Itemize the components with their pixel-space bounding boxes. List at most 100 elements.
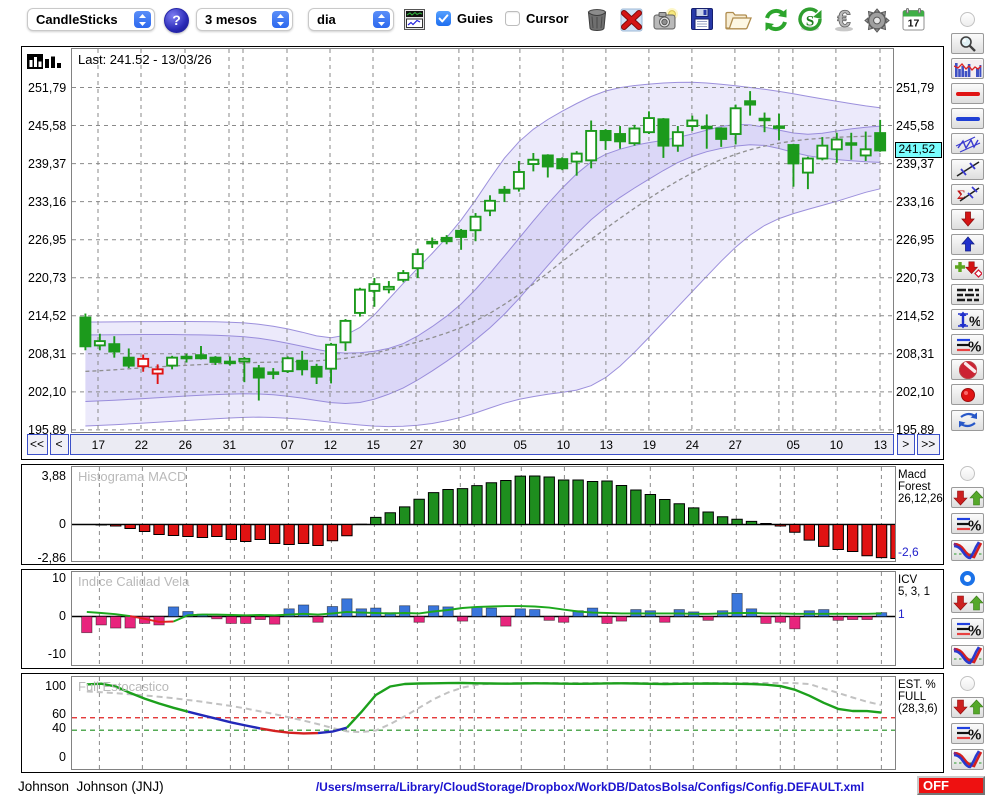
- sigma-line-button[interactable]: Σ: [951, 183, 984, 205]
- svg-text:17: 17: [908, 18, 920, 30]
- volume-profile-button[interactable]: [951, 58, 984, 80]
- price-label-left: 220,73: [28, 270, 67, 285]
- indicator-name-text: ICV: [898, 574, 918, 586]
- icv-plot[interactable]: [71, 571, 896, 666]
- indicator-title: Indice Calidad Vela: [78, 574, 190, 589]
- svg-text:%: %: [968, 338, 981, 354]
- price-label-left: 226,95: [28, 232, 67, 247]
- no-entry-button[interactable]: [951, 359, 984, 381]
- guies-checkbox[interactable]: Guies: [436, 11, 493, 26]
- svg-text:%: %: [969, 313, 980, 329]
- price-label-left: 233,16: [28, 194, 67, 209]
- icv-lines-percent-button[interactable]: %: [951, 618, 984, 640]
- sync-s-icon[interactable]: S: [797, 7, 824, 33]
- indicator-y-label: 100: [45, 678, 66, 693]
- est-radio[interactable]: [960, 675, 975, 691]
- est-curves-v-button[interactable]: [951, 749, 984, 771]
- lines-percent-button[interactable]: %: [951, 334, 984, 356]
- date-label: 19: [642, 437, 657, 452]
- checkbox-unchecked-icon: [505, 11, 520, 26]
- help-button[interactable]: ?: [164, 8, 189, 33]
- indicator-name-text: (28,3,6): [898, 702, 938, 715]
- trendline-marks-button[interactable]: [951, 158, 984, 180]
- swap-arrows-button[interactable]: [951, 409, 984, 431]
- stochastic-panel: 100 60 40 0 Full Estocastico EST. % FULL (28,3,…: [21, 673, 944, 773]
- refresh-arrows-icon[interactable]: [762, 7, 789, 33]
- interval-dropdown[interactable]: dia: [308, 8, 394, 31]
- date-label: 05: [513, 437, 527, 452]
- date-label: 10: [556, 437, 571, 452]
- macd-arrows-red-green-button[interactable]: [951, 487, 984, 508]
- period-dropdown[interactable]: 3 mesos: [196, 8, 293, 31]
- icv-curves-v-button[interactable]: [951, 644, 984, 666]
- indicator-y-label: 3,88: [41, 468, 66, 483]
- indicator-name-text: Forest: [898, 481, 931, 493]
- indicator-y-label: 0: [59, 749, 66, 764]
- macd-lines-percent-button[interactable]: %: [951, 513, 984, 535]
- main-chart-radio[interactable]: [960, 12, 975, 27]
- nav-prev-button[interactable]: <: [49, 433, 69, 455]
- vertical-percent-button[interactable]: %: [951, 309, 984, 331]
- arrow-down-red-button[interactable]: [951, 208, 984, 230]
- gear-icon[interactable]: [863, 7, 890, 33]
- off-button[interactable]: OFF: [917, 776, 985, 795]
- indicator-value: 1: [898, 607, 905, 621]
- plus-arrow-diamond-button[interactable]: [951, 258, 984, 280]
- date-label: 13: [873, 437, 888, 452]
- save-floppy-icon[interactable]: [690, 7, 717, 33]
- lines-list-button[interactable]: [951, 284, 984, 305]
- channel-zigzag-button[interactable]: [951, 133, 984, 155]
- macd-radio[interactable]: [960, 466, 975, 481]
- price-label-left: 195,89: [28, 422, 67, 437]
- chart-type-dropdown[interactable]: CandleSticks: [27, 8, 155, 31]
- est-arrows-red-green-button[interactable]: [951, 696, 984, 718]
- open-folder-icon[interactable]: [724, 7, 752, 33]
- nav-last-button[interactable]: >>: [917, 433, 940, 455]
- blue-hline-button[interactable]: [951, 108, 984, 130]
- icv-radio[interactable]: [960, 571, 975, 586]
- nav-next-button[interactable]: >: [896, 433, 915, 455]
- symbol-name: Johnson Johnson (JNJ): [18, 779, 164, 794]
- stepper-icon: [373, 11, 390, 28]
- macd-plot[interactable]: [71, 466, 896, 563]
- main-plot[interactable]: [71, 48, 894, 433]
- macd-curves-v-button[interactable]: [951, 539, 984, 561]
- histogram-corner-icon[interactable]: [27, 53, 61, 75]
- config-path-link[interactable]: /Users/mserra/Library/CloudStorage/Dropb…: [315, 780, 865, 794]
- date-label: 15: [366, 437, 381, 452]
- calendar-icon[interactable]: 17: [901, 7, 928, 33]
- delete-cross-icon[interactable]: [618, 7, 645, 33]
- chart-window-icon[interactable]: [404, 9, 425, 35]
- price-label-left: 251,79: [28, 80, 67, 95]
- indicator-y-label: -2,86: [37, 550, 67, 565]
- euro-icon[interactable]: €: [831, 7, 858, 33]
- guies-label: Guies: [457, 11, 494, 26]
- indicator-title: Full Estocastico: [78, 678, 170, 694]
- est-plot[interactable]: [71, 675, 896, 771]
- date-label: 10: [829, 437, 844, 452]
- est-lines-percent-button[interactable]: %: [951, 722, 984, 744]
- price-label-right: 195,89: [896, 422, 935, 437]
- indicator-y-label: 60: [52, 706, 66, 721]
- nav-first-button[interactable]: <<: [26, 433, 48, 455]
- indicator-name-text: 5, 3, 1: [898, 586, 930, 598]
- arrow-up-blue-button[interactable]: [951, 233, 984, 255]
- record-dot-button[interactable]: [951, 384, 984, 406]
- cursor-checkbox[interactable]: Cursor: [505, 11, 569, 26]
- date-label: 27: [409, 437, 424, 452]
- date-label: 30: [452, 437, 467, 452]
- stepper-icon: [272, 11, 289, 28]
- cursor-label: Cursor: [526, 11, 569, 26]
- zoom-magnifier-button[interactable]: [951, 33, 984, 54]
- svg-text:S: S: [806, 14, 814, 30]
- main-chart-panel: 251,79 245,58 239,37 233,16 226,95 220,73 214,…: [21, 45, 944, 460]
- trash-icon[interactable]: [584, 7, 611, 33]
- icv-arrows-red-green-button[interactable]: [951, 592, 984, 613]
- price-label-right: 202,10: [896, 384, 935, 399]
- date-label: 31: [222, 437, 237, 452]
- red-hline-button[interactable]: [951, 83, 984, 105]
- camera-icon[interactable]: [652, 7, 679, 33]
- svg-text:%: %: [968, 517, 981, 533]
- price-label-right: 220,73: [896, 270, 935, 285]
- date-strip[interactable]: 17 22 26 31 07 12 15 27 30 05 10 13 19 24 27 05 10 13: [70, 433, 894, 455]
